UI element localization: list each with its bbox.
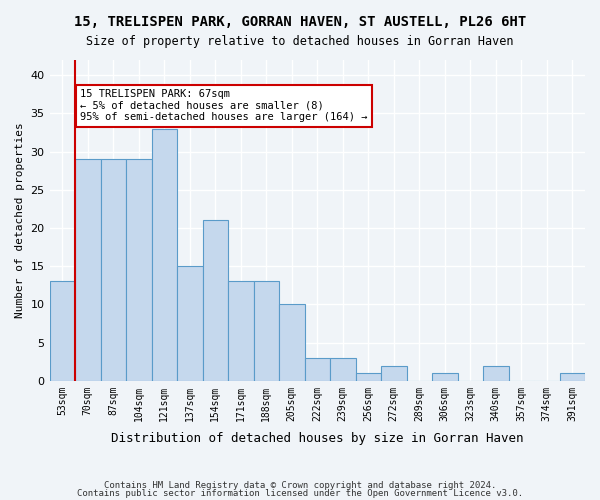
Text: Contains HM Land Registry data © Crown copyright and database right 2024.: Contains HM Land Registry data © Crown c…: [104, 481, 496, 490]
Bar: [101, 160, 126, 381]
Bar: [381, 366, 407, 381]
Bar: [483, 366, 509, 381]
Bar: [356, 373, 381, 381]
Bar: [177, 266, 203, 381]
Y-axis label: Number of detached properties: Number of detached properties: [15, 122, 25, 318]
Bar: [75, 160, 101, 381]
Text: 15, TRELISPEN PARK, GORRAN HAVEN, ST AUSTELL, PL26 6HT: 15, TRELISPEN PARK, GORRAN HAVEN, ST AUS…: [74, 15, 526, 29]
Bar: [254, 282, 279, 381]
X-axis label: Distribution of detached houses by size in Gorran Haven: Distribution of detached houses by size …: [111, 432, 524, 445]
Bar: [432, 373, 458, 381]
Bar: [330, 358, 356, 381]
Text: Size of property relative to detached houses in Gorran Haven: Size of property relative to detached ho…: [86, 35, 514, 48]
Bar: [560, 373, 585, 381]
Bar: [203, 220, 228, 381]
Bar: [50, 282, 75, 381]
Bar: [279, 304, 305, 381]
Bar: [305, 358, 330, 381]
Bar: [152, 128, 177, 381]
Bar: [228, 282, 254, 381]
Bar: [126, 160, 152, 381]
Text: Contains public sector information licensed under the Open Government Licence v3: Contains public sector information licen…: [77, 488, 523, 498]
Text: 15 TRELISPEN PARK: 67sqm
← 5% of detached houses are smaller (8)
95% of semi-det: 15 TRELISPEN PARK: 67sqm ← 5% of detache…: [80, 89, 368, 122]
